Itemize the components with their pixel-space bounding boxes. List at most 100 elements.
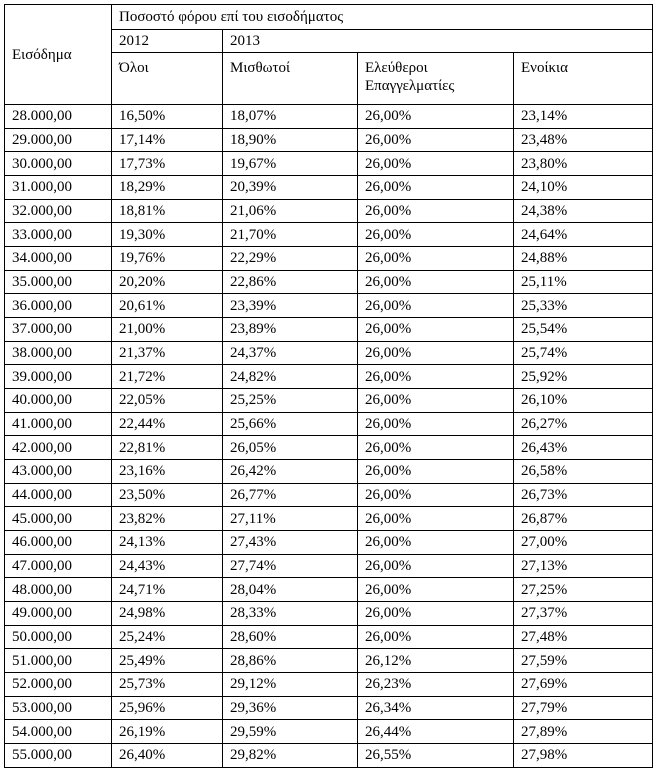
rate-cell: 23,16%	[111, 459, 223, 484]
rate-cell: 27,11%	[222, 506, 358, 532]
income-cell: 31.000,00	[4, 175, 112, 200]
data-row: 49.000,00 24,98% 28,33% 26,00% 27,37%	[4, 601, 654, 626]
rate-cell: 20,20%	[111, 269, 223, 295]
income-cell: 45.000,00	[4, 506, 112, 532]
rate-cell: 18,29%	[111, 175, 223, 200]
rate-cell: 26,23%	[357, 672, 514, 697]
rate-cell: 18,81%	[111, 198, 223, 224]
rate-cell: 26,00%	[357, 317, 514, 342]
rate-cell: 26,00%	[357, 459, 514, 484]
rate-cell: 24,98%	[111, 601, 223, 626]
rate-cell: 27,48%	[512, 624, 654, 650]
rate-cell: 26,00%	[357, 222, 514, 248]
rate-cell: 26,19%	[111, 719, 223, 745]
header-row: Όλοι Μισθωτοί Ελεύθεροι Επαγγελματίες Εν…	[5, 52, 654, 105]
income-header: Εισόδημα	[4, 4, 112, 105]
data-row: 45.000,00 23,82% 27,11% 26,00% 26,87%	[4, 506, 654, 532]
rate-cell: 27,13%	[512, 553, 654, 579]
income-cell: 47.000,00	[4, 553, 112, 579]
rate-cell: 26,42%	[222, 459, 358, 484]
rate-cell: 26,00%	[357, 624, 514, 650]
data-row: 41.000,00 22,44% 25,66% 26,00% 26,27%	[4, 411, 654, 437]
rate-cell: 26,00%	[357, 553, 514, 579]
rate-cell: 26,00%	[357, 198, 514, 224]
rate-cell: 24,43%	[111, 553, 223, 579]
column-header: Όλοι	[111, 52, 223, 105]
rate-cell: 29,12%	[222, 672, 358, 697]
rate-cell: 27,98%	[512, 743, 654, 768]
rate-cell: 27,37%	[512, 601, 654, 626]
data-row: 40.000,00 22,05% 25,25% 26,00% 26,10%	[4, 388, 654, 413]
rate-cell: 26,77%	[222, 482, 358, 508]
rate-cell: 19,30%	[111, 222, 223, 248]
rate-cell: 25,24%	[111, 624, 223, 650]
rate-cell: 26,87%	[512, 506, 654, 532]
rate-cell: 27,43%	[222, 530, 358, 555]
rate-cell: 25,73%	[111, 672, 223, 697]
income-cell: 46.000,00	[4, 530, 112, 555]
column-header: Μισθωτοί	[222, 52, 358, 105]
data-row: 51.000,00 25,49% 28,86% 26,12% 27,59%	[4, 648, 654, 674]
income-cell: 53.000,00	[4, 695, 112, 721]
rate-cell: 29,36%	[222, 695, 358, 721]
income-cell: 32.000,00	[4, 198, 112, 224]
income-cell: 41.000,00	[4, 411, 112, 437]
rate-cell: 25,54%	[512, 317, 654, 342]
group-header: Ποσοστό φόρου επί του εισοδήματος	[110, 4, 654, 30]
rate-cell: 26,00%	[357, 293, 514, 319]
rate-cell: 26,00%	[357, 151, 514, 177]
rate-cell: 25,49%	[111, 648, 223, 674]
income-cell: 50.000,00	[4, 624, 112, 650]
column-header: Ελεύθεροι Επαγγελματίες	[357, 52, 514, 105]
header-row: Εισόδημα Ποσοστό φόρου επί του εισοδήματ…	[4, 4, 654, 105]
rate-cell: 26,00%	[357, 364, 514, 390]
data-row: 35.000,00 20,20% 22,86% 26,00% 25,11%	[4, 269, 654, 295]
data-row: 52.000,00 25,73% 29,12% 26,23% 27,69%	[4, 672, 654, 697]
rate-cell: 27,25%	[512, 577, 654, 603]
rate-cell: 27,69%	[512, 672, 654, 697]
data-row: 31.000,00 18,29% 20,39% 26,00% 24,10%	[4, 175, 654, 200]
rate-cell: 28,86%	[222, 648, 358, 674]
rate-cell: 26,00%	[357, 530, 514, 555]
rate-cell: 23,80%	[512, 151, 654, 177]
rate-cell: 28,60%	[222, 624, 358, 650]
data-row: 54.000,00 26,19% 29,59% 26,44% 27,89%	[4, 719, 654, 745]
rate-cell: 26,00%	[357, 482, 514, 508]
data-row: 42.000,00 22,81% 26,05% 26,00% 26,43%	[4, 435, 654, 461]
rate-cell: 25,11%	[512, 269, 654, 295]
income-cell: 30.000,00	[4, 151, 112, 177]
rate-cell: 26,00%	[357, 269, 514, 295]
table-body: Εισόδημα Ποσοστό φόρου επί του εισοδήματ…	[4, 4, 654, 768]
rate-cell: 25,66%	[222, 411, 358, 437]
rate-cell: 19,76%	[111, 246, 223, 271]
rate-cell: 24,10%	[512, 175, 654, 200]
data-row: 38.000,00 21,37% 24,37% 26,00% 25,74%	[4, 340, 654, 366]
data-row: 50.000,00 25,24% 28,60% 26,00% 27,48%	[4, 624, 654, 650]
data-row: 43.000,00 23,16% 26,42% 26,00% 26,58%	[4, 459, 654, 484]
data-row: 47.000,00 24,43% 27,74% 26,00% 27,13%	[4, 553, 654, 579]
rate-cell: 29,82%	[222, 743, 358, 768]
rate-cell: 26,43%	[512, 435, 654, 461]
rate-cell: 28,33%	[222, 601, 358, 626]
rate-cell: 20,39%	[222, 175, 358, 200]
rate-cell: 26,44%	[357, 719, 514, 745]
income-cell: 42.000,00	[4, 435, 112, 461]
data-row: 34.000,00 19,76% 22,29% 26,00% 24,88%	[4, 246, 654, 271]
rate-cell: 26,00%	[357, 411, 514, 437]
rate-cell: 20,61%	[111, 293, 223, 319]
rate-cell: 25,92%	[512, 364, 654, 390]
rate-cell: 17,14%	[111, 127, 223, 153]
rate-cell: 22,29%	[222, 246, 358, 271]
data-row: 39.000,00 21,72% 24,82% 26,00% 25,92%	[4, 364, 654, 390]
rate-cell: 25,96%	[111, 695, 223, 721]
rate-cell: 27,59%	[512, 648, 654, 674]
rate-cell: 26,00%	[357, 340, 514, 366]
rate-cell: 21,70%	[222, 222, 358, 248]
rate-cell: 19,67%	[222, 151, 358, 177]
rate-cell: 26,00%	[357, 388, 514, 413]
rate-cell: 26,73%	[512, 482, 654, 508]
rate-cell: 23,39%	[222, 293, 358, 319]
rate-cell: 25,74%	[512, 340, 654, 366]
rate-cell: 23,50%	[111, 482, 223, 508]
